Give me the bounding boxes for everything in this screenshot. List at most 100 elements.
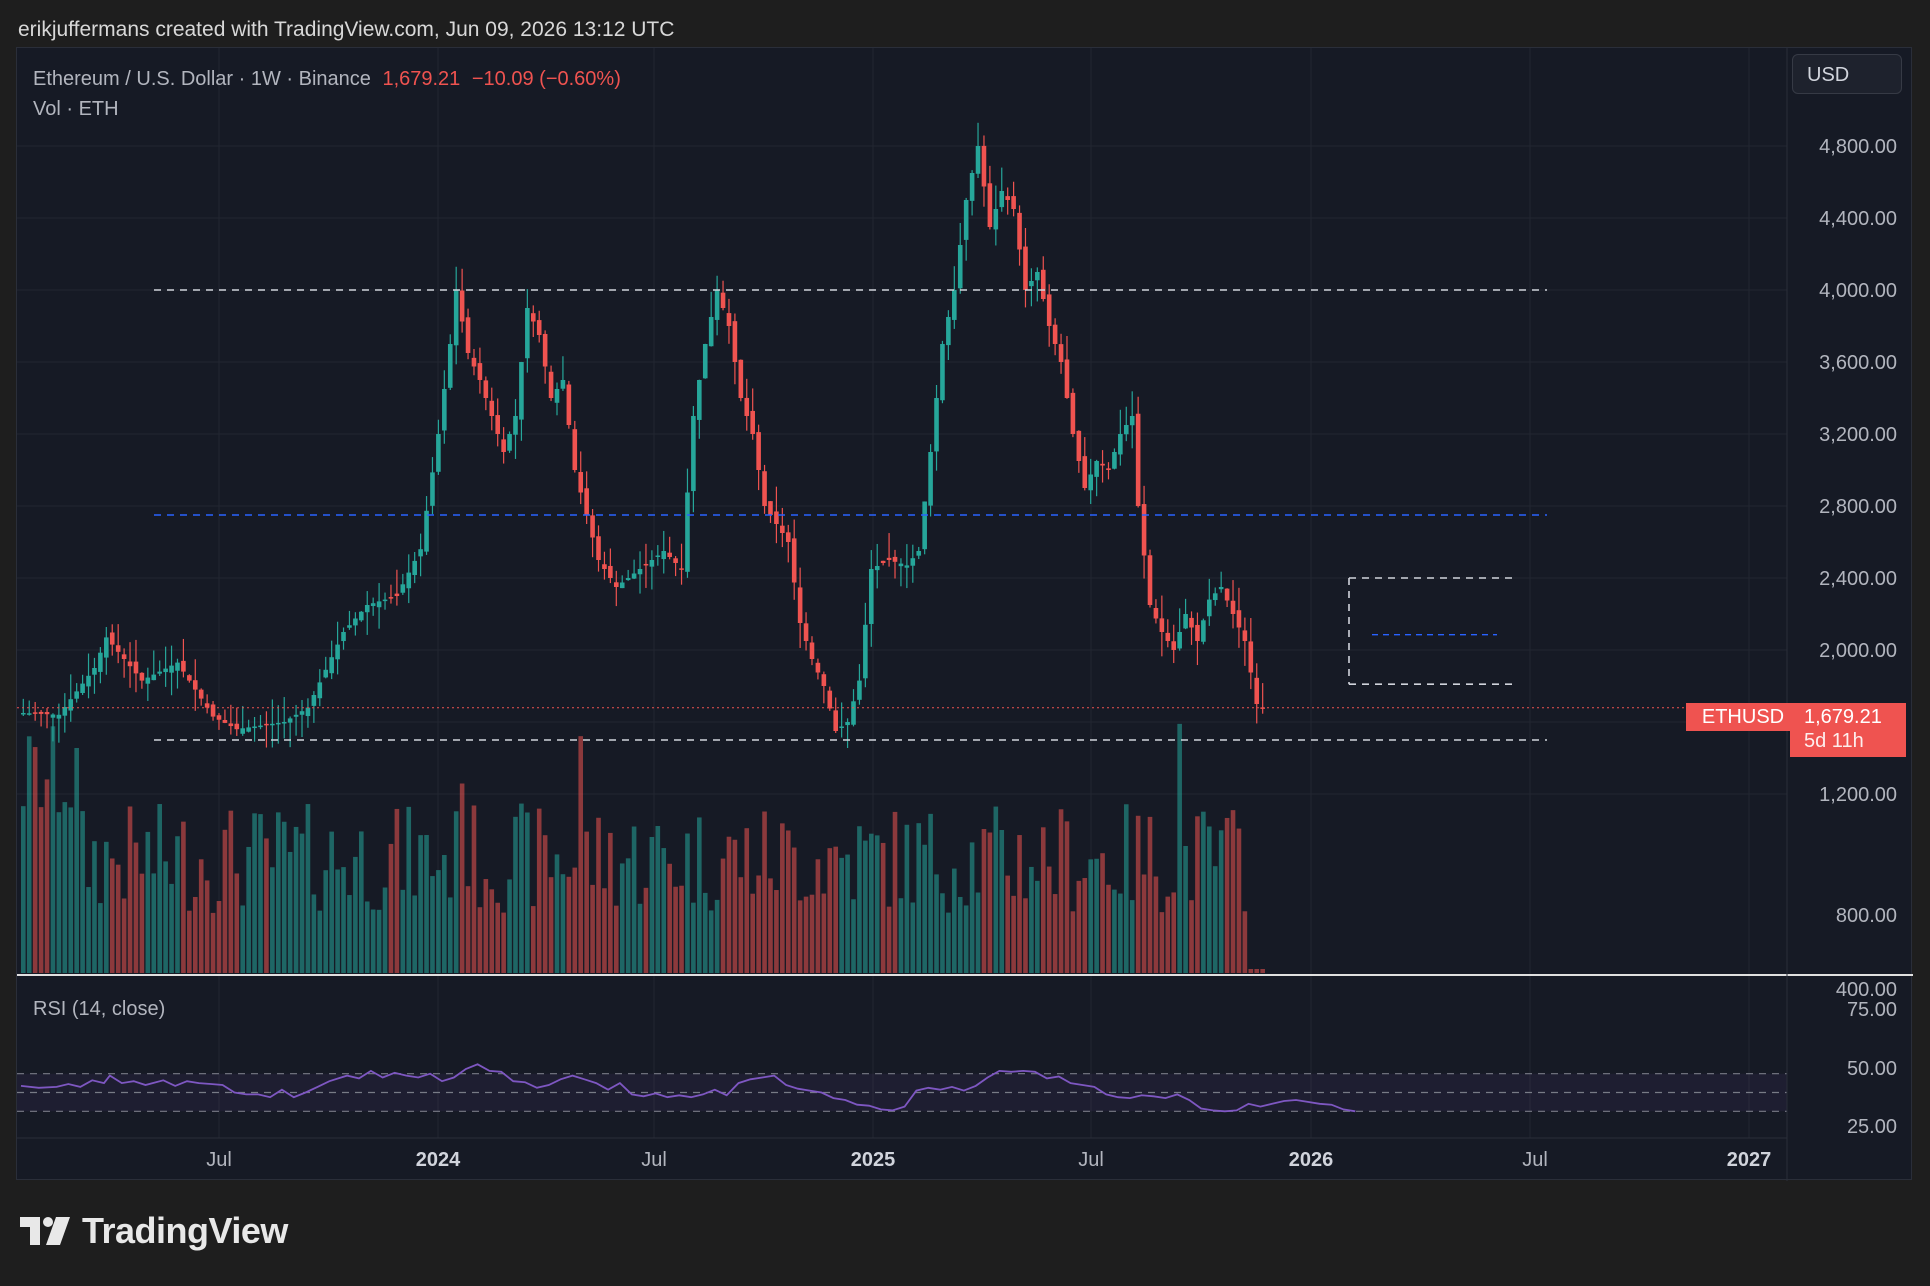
candle-body	[430, 472, 435, 506]
volume-bar	[21, 806, 26, 973]
volume-bar	[702, 892, 708, 973]
candle-body	[216, 715, 222, 720]
volume-bar	[1165, 896, 1171, 973]
volume-bar	[121, 898, 127, 973]
candle-body	[732, 321, 738, 362]
candle-body	[1153, 607, 1159, 619]
candle-body	[270, 723, 275, 726]
volume-bar	[1029, 866, 1034, 973]
candle-body	[1189, 617, 1194, 628]
candles	[21, 122, 1265, 748]
candle-body	[708, 317, 714, 347]
candle-body	[697, 380, 702, 420]
volume-bar	[252, 813, 257, 973]
volume-bar	[507, 879, 512, 973]
volume-legend[interactable]: Vol · ETH	[33, 98, 119, 120]
candle-body	[1029, 281, 1034, 287]
candle-body	[204, 703, 210, 708]
candle-body	[477, 363, 483, 380]
volume-bar	[679, 885, 684, 973]
candle-body	[625, 578, 631, 581]
chart-frame[interactable]: 4,800.00 4,400.00 4,000.00 3,600.00 3,200.00…	[16, 47, 1913, 1181]
candle-body	[436, 434, 441, 472]
tradingview-logo[interactable]: TradingView	[20, 1210, 288, 1252]
candle-body	[596, 536, 601, 560]
candle-body	[1177, 632, 1182, 649]
price-tick-label: 4,400.00	[1819, 208, 1897, 230]
volume-bar	[181, 821, 186, 973]
volume-bar	[157, 804, 162, 973]
candle-body	[928, 452, 933, 506]
candle-body	[246, 727, 251, 732]
volume-bar	[685, 833, 690, 973]
volume-bar	[1070, 911, 1076, 973]
candle-body	[400, 584, 406, 593]
tradingview-logo-icon	[20, 1217, 70, 1245]
volume-bar	[880, 842, 886, 973]
volume-bar	[26, 736, 32, 973]
volume-bar	[204, 880, 210, 973]
volume-bar	[175, 836, 180, 973]
candle-body	[833, 710, 839, 731]
volume-bar	[1254, 969, 1260, 973]
volume-bar	[1159, 912, 1165, 973]
volume-bar	[1052, 894, 1058, 973]
volume-bar	[1183, 846, 1188, 973]
candle-body	[424, 510, 429, 552]
candle-body	[744, 397, 750, 416]
candle-body	[821, 674, 827, 686]
volume-bar	[418, 835, 423, 973]
volume-bar	[999, 830, 1005, 973]
currency-button[interactable]: USD	[1792, 54, 1902, 94]
candle-body	[412, 560, 417, 576]
candle-body	[851, 701, 856, 725]
volume-bar	[590, 884, 595, 973]
volume-bar	[1064, 821, 1070, 973]
candle-body	[240, 728, 246, 734]
candle-body	[293, 714, 299, 717]
candle-body	[1052, 324, 1058, 344]
volume-bar	[424, 835, 429, 973]
candle-body	[619, 582, 625, 589]
volume-bar	[608, 832, 613, 973]
volume-bar	[317, 910, 323, 973]
volume-bar	[353, 856, 358, 973]
volume-bar	[388, 843, 394, 973]
candle-body	[210, 704, 216, 717]
candle-body	[536, 320, 542, 335]
volume-bar	[1260, 969, 1265, 973]
volume-bar	[501, 912, 506, 973]
volume-bar	[975, 892, 981, 973]
price-chart[interactable]: 4,800.00 4,400.00 4,000.00 3,600.00 3,200.00…	[17, 48, 1913, 1181]
candle-body	[115, 645, 121, 652]
volume-tick-label: 400.00	[1836, 979, 1897, 1001]
volume-bar	[602, 888, 607, 973]
rsi-legend[interactable]: RSI (14, close)	[33, 998, 166, 1020]
volume-bar	[1100, 853, 1105, 973]
candle-body	[323, 669, 329, 678]
candle-body	[1141, 504, 1147, 556]
volume-bar	[1248, 969, 1254, 973]
candle-body	[1094, 461, 1099, 477]
symbol-name[interactable]: Ethereum / U.S. Dollar · 1W · Binance	[33, 68, 371, 90]
candle-body	[845, 722, 850, 726]
candle-body	[791, 538, 797, 583]
candle-body	[952, 290, 957, 320]
candle-body	[109, 632, 115, 645]
volume-bar	[1207, 826, 1212, 973]
candle-body	[661, 551, 667, 560]
candle-body	[311, 695, 317, 706]
candle-body	[1005, 196, 1010, 200]
volume-bar	[928, 813, 933, 973]
candle-body	[74, 691, 79, 699]
candle-body	[329, 657, 334, 674]
volume-bar	[720, 858, 726, 973]
volume-bar	[513, 816, 518, 973]
candle-body	[104, 637, 109, 658]
volume-bar	[738, 877, 744, 973]
candle-body	[1035, 272, 1040, 281]
volume-bar	[68, 807, 74, 973]
volume-bar	[785, 830, 791, 973]
volume-bar	[1123, 804, 1129, 973]
volume-bar	[86, 887, 91, 973]
